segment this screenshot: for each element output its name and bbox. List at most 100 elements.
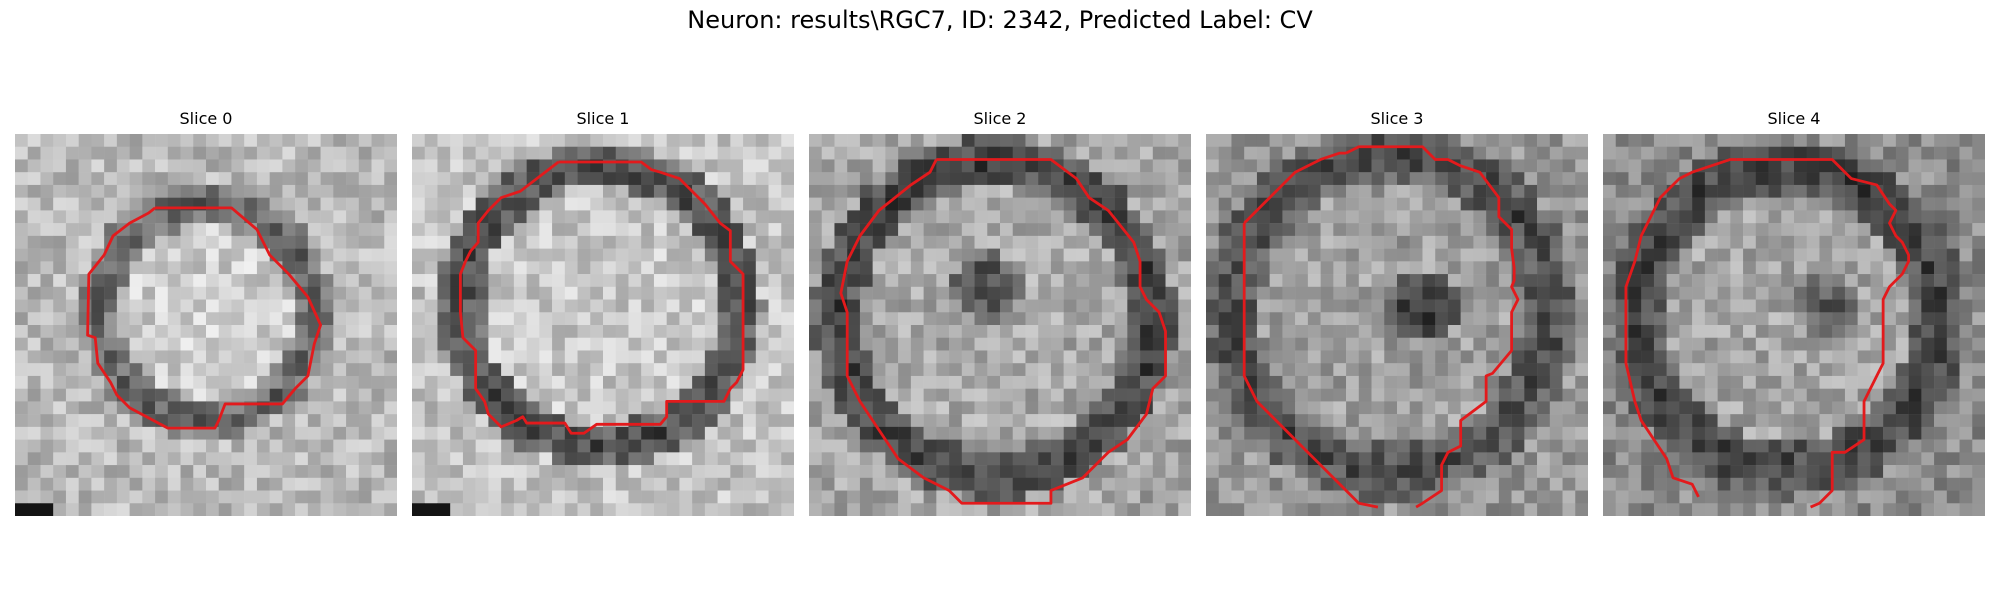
image-pixel bbox=[53, 325, 67, 338]
image-pixel bbox=[206, 477, 219, 491]
image-pixel bbox=[1447, 146, 1461, 160]
image-pixel bbox=[1549, 210, 1563, 224]
image-pixel bbox=[1781, 465, 1795, 479]
image-pixel bbox=[1537, 337, 1551, 351]
image-pixel bbox=[488, 452, 502, 466]
image-pixel bbox=[295, 172, 309, 186]
image-pixel bbox=[1946, 350, 1960, 364]
image-pixel bbox=[552, 299, 566, 313]
image-pixel bbox=[1447, 286, 1461, 300]
image-pixel bbox=[730, 146, 744, 160]
image-pixel bbox=[1371, 401, 1385, 415]
image-pixel bbox=[743, 388, 757, 402]
image-pixel bbox=[717, 363, 731, 377]
image-pixel bbox=[412, 503, 425, 516]
image-pixel bbox=[1076, 312, 1090, 326]
image-pixel bbox=[1000, 439, 1013, 453]
image-pixel bbox=[1934, 439, 1948, 453]
image-pixel bbox=[898, 223, 912, 237]
image-pixel bbox=[1025, 159, 1039, 173]
image-pixel bbox=[1307, 426, 1321, 440]
image-pixel bbox=[1025, 172, 1039, 186]
image-pixel bbox=[1101, 274, 1115, 288]
image-pixel bbox=[1857, 452, 1871, 466]
image-pixel bbox=[1743, 172, 1757, 186]
image-pixel bbox=[27, 299, 41, 313]
image-pixel bbox=[1460, 197, 1474, 211]
image-pixel bbox=[244, 490, 258, 504]
image-pixel bbox=[450, 375, 464, 389]
image-pixel bbox=[809, 490, 822, 504]
image-pixel bbox=[231, 210, 245, 224]
image-pixel bbox=[501, 337, 515, 351]
image-pixel bbox=[577, 223, 591, 237]
image-pixel bbox=[666, 261, 680, 275]
image-pixel bbox=[1666, 210, 1680, 224]
image-pixel bbox=[295, 223, 309, 237]
image-pixel bbox=[628, 337, 642, 351]
image-pixel bbox=[1959, 184, 1973, 198]
image-pixel bbox=[679, 312, 693, 326]
image-pixel bbox=[1615, 401, 1629, 415]
image-pixel bbox=[628, 172, 642, 186]
image-pixel bbox=[1101, 452, 1115, 466]
image-pixel bbox=[346, 312, 360, 326]
image-pixel bbox=[603, 401, 616, 415]
image-pixel bbox=[1460, 477, 1474, 491]
image-pixel bbox=[53, 274, 67, 288]
image-pixel bbox=[781, 325, 794, 338]
image-pixel bbox=[743, 375, 757, 389]
image-pixel bbox=[1730, 452, 1744, 466]
image-pixel bbox=[1819, 375, 1833, 389]
image-pixel bbox=[1704, 439, 1718, 453]
image-pixel bbox=[78, 490, 92, 504]
image-pixel bbox=[1870, 248, 1884, 262]
image-pixel bbox=[1218, 503, 1232, 516]
image-pixel bbox=[949, 134, 963, 147]
image-pixel bbox=[27, 134, 41, 147]
image-pixel bbox=[628, 465, 642, 479]
image-pixel bbox=[1806, 261, 1820, 275]
image-pixel bbox=[1524, 503, 1538, 516]
image-pixel bbox=[1409, 210, 1423, 224]
image-pixel bbox=[1921, 299, 1935, 313]
image-pixel bbox=[936, 388, 950, 402]
image-pixel bbox=[898, 146, 912, 160]
image-pixel bbox=[872, 388, 886, 402]
image-pixel bbox=[1000, 414, 1013, 428]
image-pixel bbox=[1844, 197, 1858, 211]
image-pixel bbox=[358, 312, 372, 326]
image-pixel bbox=[104, 274, 118, 288]
image-pixel bbox=[40, 465, 54, 479]
image-pixel bbox=[1486, 426, 1500, 440]
image-pixel bbox=[577, 465, 591, 479]
image-pixel bbox=[129, 235, 143, 249]
image-pixel bbox=[91, 312, 105, 326]
image-pixel bbox=[1959, 363, 1973, 377]
image-pixel bbox=[475, 159, 489, 173]
image-pixel bbox=[949, 363, 963, 377]
image-pixel bbox=[961, 363, 975, 377]
image-pixel bbox=[834, 210, 848, 224]
image-pixel bbox=[1730, 210, 1744, 224]
image-pixel bbox=[1422, 261, 1436, 275]
image-pixel bbox=[1549, 465, 1563, 479]
image-pixel bbox=[564, 261, 578, 275]
image-pixel bbox=[1012, 223, 1026, 237]
image-pixel bbox=[974, 312, 988, 326]
image-pixel bbox=[615, 274, 629, 288]
image-pixel bbox=[653, 490, 667, 504]
image-pixel bbox=[1218, 299, 1232, 313]
image-pixel bbox=[1704, 350, 1718, 364]
image-pixel bbox=[1397, 350, 1410, 364]
image-pixel bbox=[704, 477, 718, 491]
image-pixel bbox=[1486, 388, 1500, 402]
image-pixel bbox=[1562, 388, 1576, 402]
image-pixel bbox=[885, 172, 899, 186]
image-pixel bbox=[1832, 350, 1846, 364]
image-pixel bbox=[358, 286, 372, 300]
image-pixel bbox=[1038, 490, 1052, 504]
image-pixel bbox=[1320, 159, 1334, 173]
image-pixel bbox=[346, 414, 360, 428]
image-pixel bbox=[1050, 452, 1064, 466]
